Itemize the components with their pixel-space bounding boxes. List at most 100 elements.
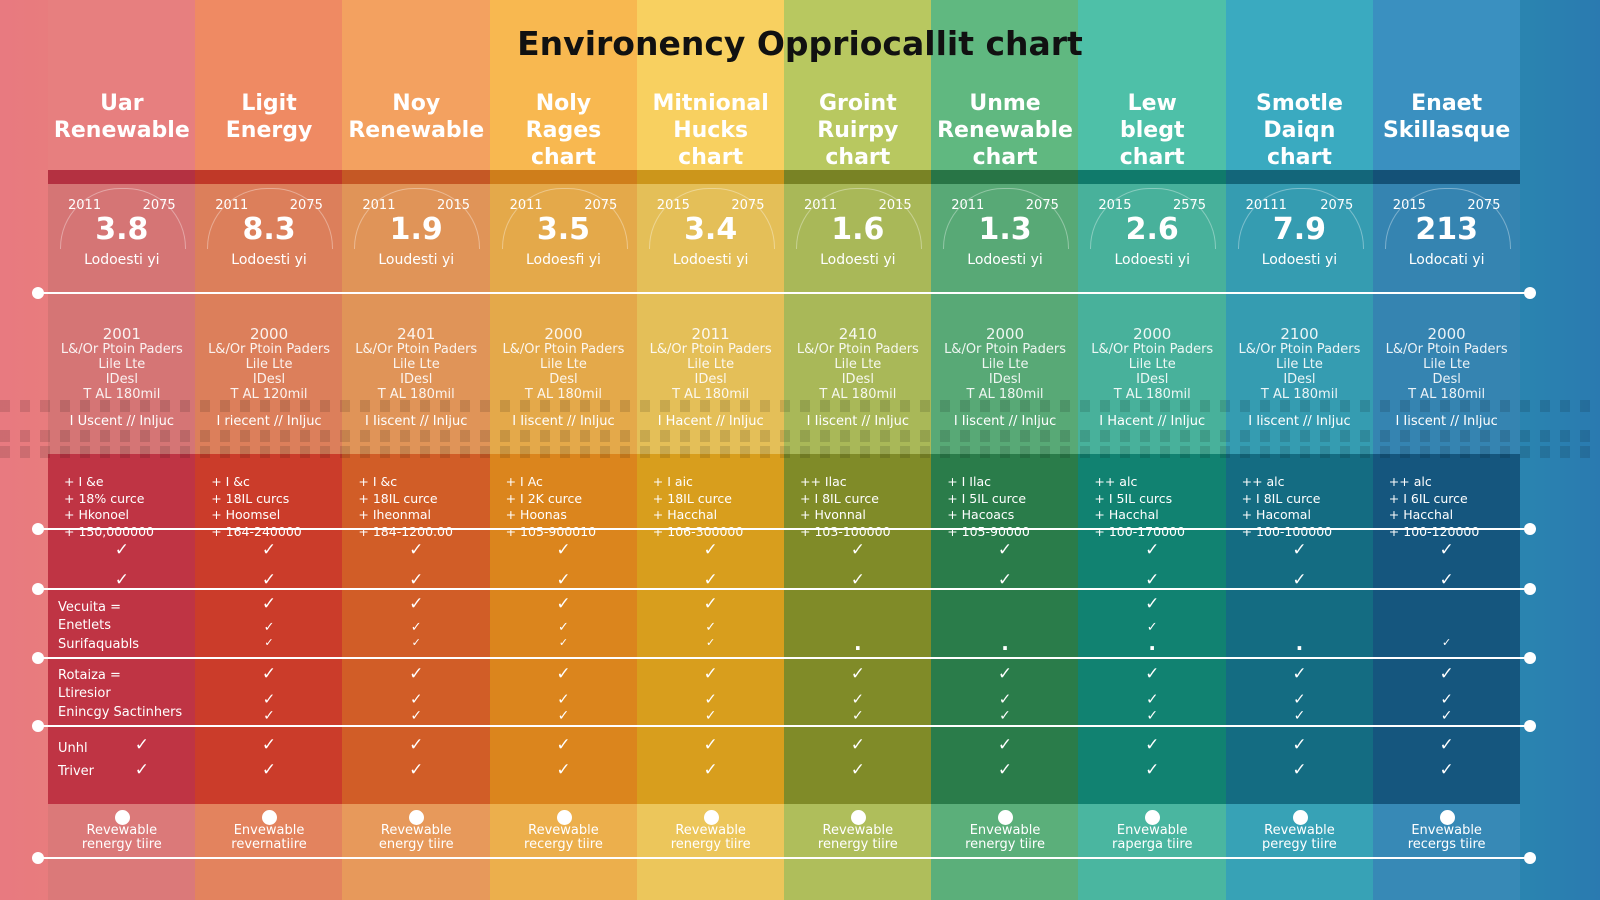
column-header: Groint Ruirpy chart [784,90,932,171]
divider-end-dot [1524,523,1536,535]
year-range: 2011 2075 [215,198,323,213]
bullet-line: ++ alc [1388,474,1432,489]
column-header-bg [489,0,638,170]
check-icon: ✓ [261,735,277,755]
column-footer-label: Revewable renergy tiire [48,824,196,852]
stat-line: IDesl [105,372,138,387]
column-bullets: + I Ilac + I 5IL curce + Hacoacs + 105-9000… [947,474,1030,540]
column-band [195,170,343,184]
year-range: 2015 2075 [657,198,765,213]
table-column: Mitnional Hucks chart 2015 2075 3.4 Lodoesti y… [636,0,785,900]
leaf-icon [262,810,278,825]
check-icon: ✓ [134,735,149,755]
bullet-line: + I 8IL curce [1241,490,1321,506]
bullet-line: + I Ilac [947,474,991,489]
column-note: I Iiscent // Inljuc [1248,414,1351,429]
column-sublabel: Lodoesti yi [231,252,307,268]
check-icon: ✓ [410,708,423,724]
check-icon: ✓ [411,636,421,649]
bullet-line: + Hacchal [1094,507,1159,522]
check-icon: ✓ [556,570,571,590]
year-label: 2075 [731,198,765,213]
column-footer-label: Revewable renergy tiire [637,824,785,852]
stat-line: Lile Lte [981,357,1029,372]
footer-line: raperga tiire [1112,837,1193,852]
column-header-line: Enaet [1411,91,1483,116]
stat-line: L&/Or Ptoin Paders [944,342,1066,357]
stat-line: T AL 180mil [819,387,897,402]
column-header-line: chart [972,145,1038,170]
year-range: 2011 2015 [362,198,470,213]
column-value: 1.3 [978,212,1032,247]
table-column: Noy Renewable 2011 2015 1.9 Loudesti yi 2401 L&… [342,0,491,900]
column-band [931,170,1079,184]
check-icon: ✓ [703,760,718,780]
column-stats: 2000 L&/Or Ptoin Paders Lile Lte IDesl T AL … [1078,327,1226,403]
footer-line: Revewable [528,823,599,838]
column-header-bg [1078,0,1227,170]
check-icon: ✓ [997,540,1013,560]
column-value: 3.5 [536,212,591,247]
column-header-line: Rages [525,118,602,143]
year-label: 2075 [1320,198,1354,213]
row-label: Enincgy Sactinhers [58,705,183,720]
year-label: 2011 [509,198,543,213]
check-icon: ✓ [703,664,718,684]
stat-line: 2000 [985,325,1025,343]
column-header: Unme Renewable chart [931,90,1079,171]
column-bullets: ++ Ilac + I 8IL curce + Hvonnal + 103-10000… [800,474,891,540]
bullet-line: + I &c [358,474,398,489]
check-icon: ✓ [261,594,277,614]
decorative-stripe [0,400,1600,412]
column-header-bg [636,0,785,170]
bullet-line: + 100-120000 [1388,523,1480,539]
row-label: Unhl [58,741,88,756]
column-sublabel: Lodoesti yi [967,252,1043,268]
check-icon: ✓ [556,540,571,560]
column-bullets: + I &e + 18% curce + Hkonoel + 150,000000 [64,474,154,540]
column-band [48,170,196,184]
divider-end-dot [32,652,44,664]
stat-line: 2000 [249,325,289,343]
check-icon: ✓ [1292,540,1307,560]
bullet-line: + I 5IL curcs [1094,490,1173,506]
column-header-line: Noly [535,91,592,116]
stat-line: T AL 180mil [1113,387,1191,402]
stat-line: L&/Or Ptoin Paders [796,342,919,357]
check-icon: ✓ [261,570,277,590]
check-icon: ✓ [1145,735,1160,755]
year-label: 2075 [1025,198,1059,213]
check-icon: ✓ [705,620,717,635]
dot-mark: · [1148,636,1157,660]
stat-line: Lile Lte [1275,357,1323,372]
check-icon: ✓ [999,708,1011,724]
footer-line: revernatiire [231,837,307,852]
leaf-icon [1145,810,1161,825]
column-header: Noy Renewable [342,90,490,144]
check-icon: ✓ [1145,760,1160,780]
column-header-bg [342,0,491,170]
column-stats: 2100 L&/Or Ptoin Paders Lile Lte IDesl T AL … [1226,327,1374,403]
column-sublabel: Lodoesti yi [1261,252,1338,268]
check-icon: ✓ [1440,708,1453,724]
column-header-line: Ruirpy [817,118,899,143]
year-label: 2015 [656,198,690,213]
column-header-line: chart [1266,145,1332,170]
footer-line: Revewable [380,823,452,838]
stat-line: 2001 [102,325,141,343]
check-icon: ✓ [703,540,718,560]
column-lower-bg [342,454,491,804]
column-note: I Hacent // Inljuc [1099,414,1206,429]
year-label: 2011 [804,198,838,213]
table-column: Lew blegt chart 2015 2575 2.6 Lodoesti yi 2000 L… [1078,0,1227,900]
leaf-icon [703,810,719,825]
column-lower-bg [195,454,343,804]
row-label: Triver [58,764,95,779]
bullet-line: + I &c [211,474,250,489]
stat-line: L&/Or Ptoin Paders [355,342,478,357]
stat-line: T AL 180mil [83,387,161,402]
footer-line: peregy tiire [1262,837,1337,852]
check-icon: ✓ [114,570,129,590]
check-icon: ✓ [409,540,424,560]
column-header: Ligit Energy [195,90,343,144]
